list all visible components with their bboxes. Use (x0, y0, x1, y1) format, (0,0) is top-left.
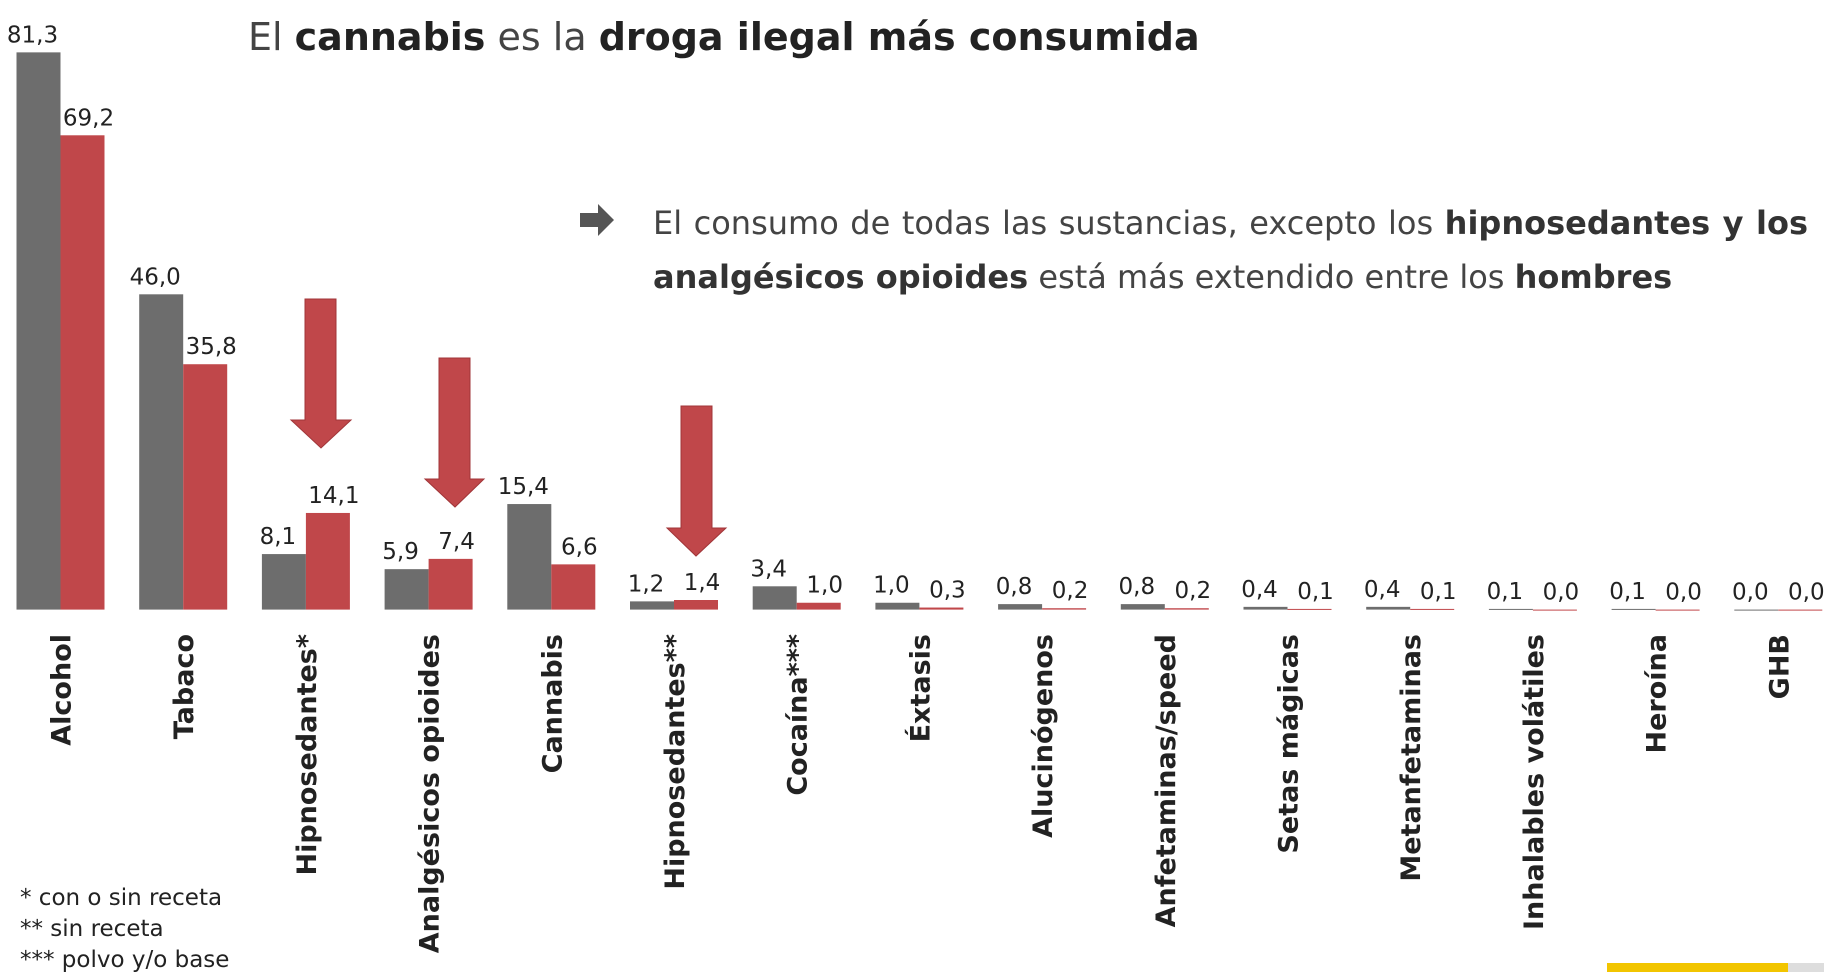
annotation-run: hombres (1514, 258, 1673, 296)
bar (1243, 606, 1288, 610)
bar (1655, 609, 1700, 611)
data-label: 0,8 (1119, 574, 1156, 600)
x-tick-label: Alucinógenos (1028, 634, 1059, 838)
data-label: 0,2 (1175, 578, 1212, 604)
data-label: 0,4 (1241, 577, 1278, 603)
x-tick-label: Tabaco (169, 634, 200, 739)
annotation-run: está más extendido entre los (1028, 258, 1515, 296)
footnote: ** sin receta (20, 916, 164, 942)
bar (16, 52, 61, 610)
data-label: 1,0 (873, 573, 910, 599)
bar (551, 564, 596, 610)
data-label: 0,2 (1052, 578, 1089, 604)
bar (428, 558, 473, 610)
data-label: 0,1 (1297, 579, 1334, 605)
x-tick-label: Inhalables volátiles (1519, 634, 1550, 930)
annotation: El consumo de todas las sustancias, exce… (653, 196, 1808, 304)
data-label: 0,0 (1788, 580, 1824, 606)
bar (1734, 609, 1779, 611)
x-tick-label: Cannabis (537, 634, 568, 773)
bar (183, 364, 228, 610)
bar (1532, 609, 1577, 611)
bar (60, 135, 105, 610)
data-label: 1,2 (628, 571, 665, 597)
data-label: 0,0 (1732, 580, 1769, 606)
data-label: 6,6 (561, 534, 598, 560)
bar (1778, 609, 1823, 611)
x-tick-label: Hipnosedantes** (660, 634, 691, 890)
bar (875, 602, 920, 610)
footer-bar (1607, 963, 1788, 972)
x-tick-label: Cocaína*** (783, 634, 814, 796)
data-label: 1,0 (806, 573, 843, 599)
bar (919, 607, 964, 610)
chart-title: El cannabis es la droga ilegal más consu… (248, 15, 1200, 59)
data-label: 3,4 (750, 556, 787, 582)
data-label: 35,8 (186, 334, 237, 360)
bar (1366, 606, 1411, 610)
data-label: 46,0 (130, 264, 181, 290)
bar (507, 504, 552, 610)
data-label: 0,3 (929, 578, 966, 604)
bar (796, 602, 841, 610)
x-tick-label: Analgésicos opioides (415, 634, 446, 953)
title-run: cannabis (295, 15, 486, 59)
bar (998, 604, 1043, 610)
bar (1611, 608, 1656, 610)
bar (1488, 608, 1533, 610)
data-label: 8,1 (260, 524, 297, 550)
x-tick-label: Hipnosedantes* (292, 634, 323, 876)
footnote: * con o sin receta (20, 885, 222, 911)
bar (139, 294, 184, 610)
data-label: 0,8 (996, 574, 1033, 600)
bar (1042, 608, 1087, 610)
title-run: El (248, 15, 295, 59)
bar (674, 600, 718, 610)
callout-arrows (289, 298, 728, 557)
data-label: 7,4 (438, 529, 475, 555)
bar (1410, 608, 1455, 610)
data-label: 0,0 (1665, 580, 1702, 606)
bar (384, 569, 429, 610)
x-tick-label: GHB (1764, 634, 1795, 699)
data-label: 0,1 (1609, 579, 1646, 605)
bar (1287, 608, 1332, 610)
x-tick-label: Setas mágicas (1274, 634, 1305, 854)
data-label: 1,4 (684, 570, 721, 596)
bar (630, 601, 674, 610)
title-run: droga ilegal más consumida (599, 15, 1200, 59)
data-label: 81,3 (7, 22, 58, 48)
data-label: 14,1 (308, 483, 359, 509)
bullet-arrow (580, 204, 614, 236)
annotation-run: hipnosedantes y los analgésicos opioides (653, 204, 1809, 296)
data-label: 0,1 (1487, 579, 1524, 605)
bar (1120, 604, 1165, 610)
footer-bar (1788, 963, 1824, 972)
bar (1164, 608, 1209, 610)
x-tick-label: Alcohol (47, 634, 78, 746)
bar (261, 554, 306, 610)
data-label: 0,1 (1420, 579, 1457, 605)
data-label: 69,2 (63, 105, 114, 131)
data-label: 5,9 (382, 539, 419, 565)
bar (305, 512, 350, 610)
x-tick-label: Metanfetaminas (1396, 634, 1427, 882)
annotation-run: El consumo de todas las sustancias, exce… (653, 204, 1445, 242)
x-tick-label: Éxtasis (904, 634, 936, 742)
data-label: 0,4 (1364, 577, 1401, 603)
x-tick-label: Heroína (1642, 634, 1673, 753)
data-label: 0,0 (1543, 580, 1580, 606)
title-run: es la (485, 15, 598, 59)
data-label: 15,4 (498, 474, 549, 500)
bar (752, 586, 797, 610)
footnote: *** polvo y/o base (20, 947, 229, 972)
x-tick-label: Anfetaminas/speed (1151, 634, 1182, 927)
